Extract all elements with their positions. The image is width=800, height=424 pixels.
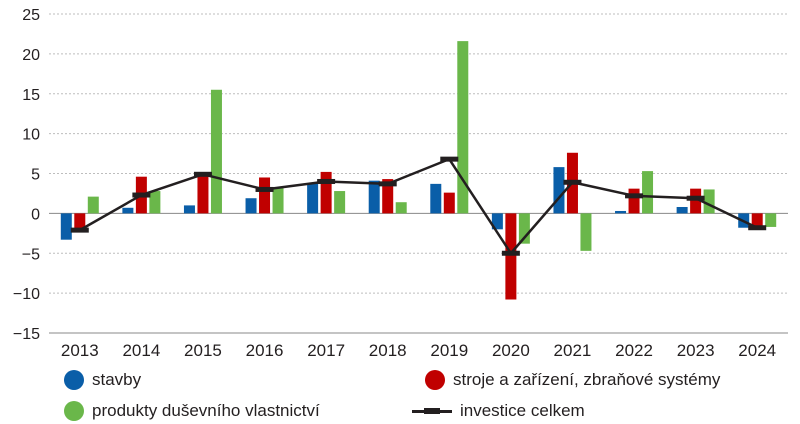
bar-2: [518, 213, 530, 244]
bar-0: [368, 180, 380, 214]
x-tick-label: 2023: [677, 341, 715, 360]
bar-1: [74, 213, 86, 230]
x-tick-label: 2015: [184, 341, 222, 360]
x-tick-label: 2016: [246, 341, 284, 360]
bar-0: [430, 183, 442, 214]
x-tick-label: 2014: [122, 341, 160, 360]
line-marker: [70, 227, 89, 233]
bar-2: [642, 171, 654, 214]
y-tick-label: 0: [31, 206, 40, 223]
bar-1: [505, 213, 517, 300]
bar-1: [628, 188, 640, 214]
bar-2: [149, 191, 161, 214]
line-marker: [317, 178, 336, 184]
bar-0: [615, 210, 627, 214]
bars: [60, 41, 777, 300]
bar-0: [676, 206, 688, 214]
line-total: [79, 157, 758, 255]
x-tick-label: 2018: [369, 341, 407, 360]
x-tick-label: 2013: [61, 341, 99, 360]
bar-2: [210, 89, 222, 214]
y-tick-label: −15: [13, 326, 40, 343]
bar-2: [703, 189, 715, 214]
bar-2: [457, 41, 469, 214]
y-tick-label: −5: [22, 246, 40, 263]
bar-2: [765, 213, 777, 227]
gridlines: [49, 13, 788, 334]
bar-1: [197, 172, 209, 214]
line-marker: [625, 193, 644, 199]
total-line: [70, 156, 767, 256]
line-marker: [255, 186, 274, 192]
line-marker: [563, 179, 582, 185]
y-tick-label: 15: [22, 87, 40, 104]
y-tick-label: 25: [22, 7, 40, 24]
x-tick-label: 2017: [307, 341, 345, 360]
bar-0: [307, 183, 319, 214]
bar-1: [751, 213, 763, 227]
x-axis-ticks: 2013 2014 2015 2016 2017 2018 2019 2020 2021 2022…: [49, 332, 788, 360]
line-marker: [132, 192, 151, 198]
line-marker: [501, 250, 520, 256]
bar-1: [690, 188, 702, 214]
bar-0: [245, 198, 257, 214]
bar-2: [334, 191, 346, 214]
bar-1: [259, 177, 271, 214]
y-axis-ticks: −15 −10 −5 0 5 10 15 20 25: [13, 7, 40, 343]
y-tick-label: −10: [13, 286, 40, 303]
line-marker: [378, 181, 397, 187]
bar-1: [382, 179, 394, 214]
bar-0: [60, 213, 72, 240]
line-marker: [748, 225, 767, 231]
y-tick-label: 5: [31, 167, 40, 184]
x-tick-label: 2022: [615, 341, 653, 360]
bar-2: [395, 202, 407, 214]
line-marker: [686, 195, 705, 201]
bar-2: [580, 213, 592, 251]
bar-0: [553, 167, 565, 214]
line-marker: [440, 156, 459, 162]
x-tick-label: 2024: [738, 341, 776, 360]
bar-0: [491, 213, 503, 230]
bar-2: [87, 196, 99, 214]
y-tick-label: 20: [22, 47, 40, 64]
bar-0: [122, 207, 134, 214]
x-tick-label: 2021: [554, 341, 592, 360]
y-tick-label: 10: [22, 127, 40, 144]
bar-2: [272, 187, 284, 214]
bar-1: [320, 171, 332, 214]
bar-1: [443, 192, 455, 214]
x-tick-label: 2019: [430, 341, 468, 360]
x-tick-label: 2020: [492, 341, 530, 360]
line-marker: [193, 171, 212, 177]
bar-0: [183, 205, 195, 214]
